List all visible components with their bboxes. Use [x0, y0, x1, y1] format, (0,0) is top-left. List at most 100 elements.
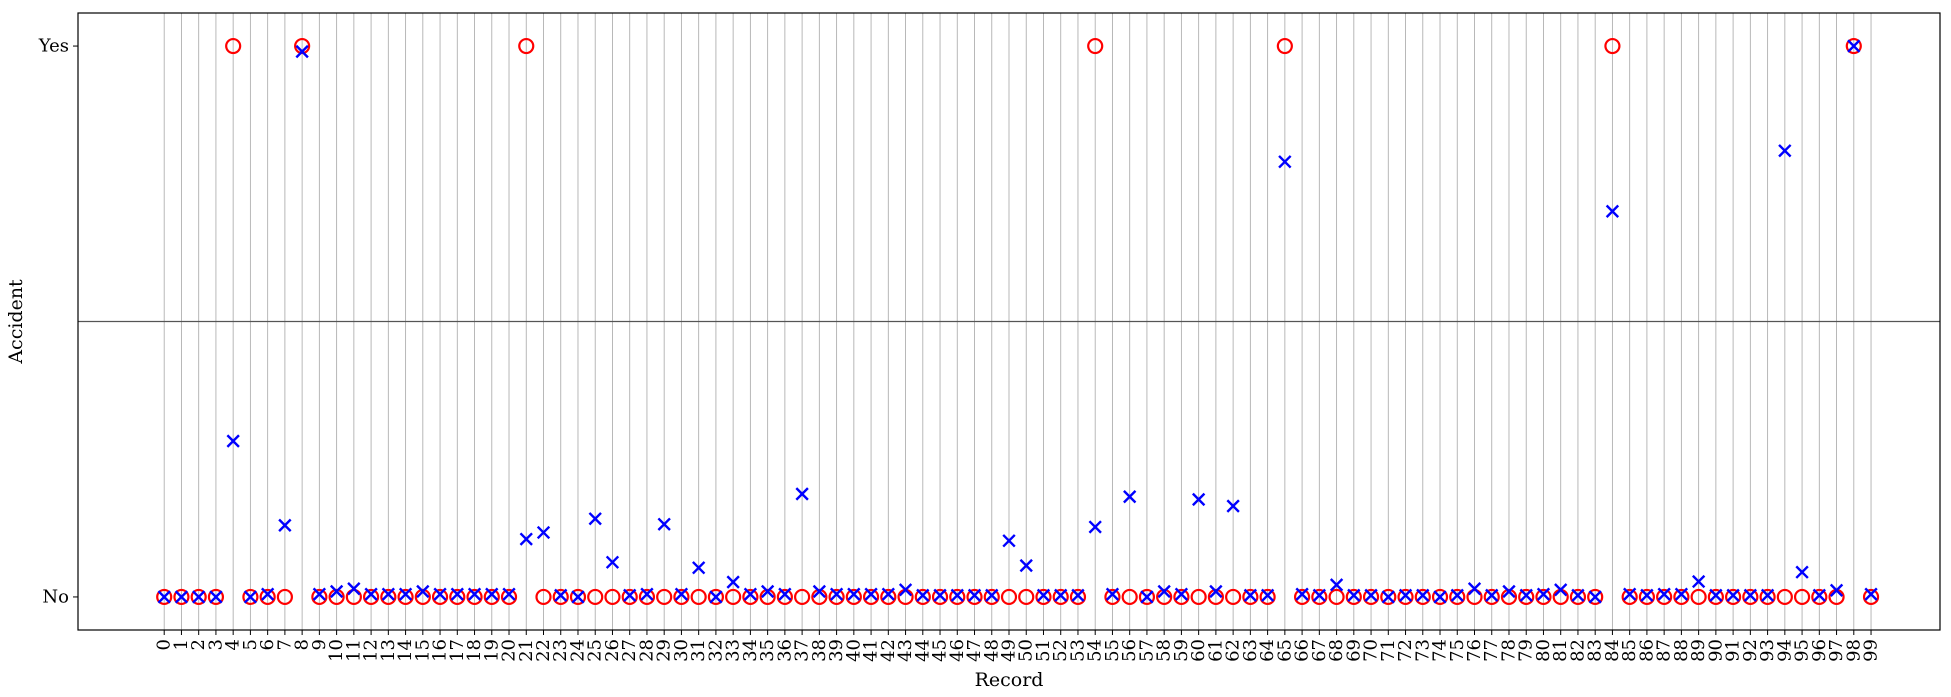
data-point-circle	[1707, 588, 1724, 606]
data-point-circle	[466, 588, 483, 606]
x-tick-label: 43	[895, 639, 916, 662]
data-point-x	[864, 587, 878, 601]
x-tick-label: 86	[1636, 639, 1657, 662]
data-point-x	[1554, 583, 1568, 597]
x-tick-label: 79	[1516, 639, 1537, 662]
x-tick-label: 82	[1567, 639, 1588, 662]
x-tick-label: 33	[723, 639, 744, 662]
x-tick-label: 29	[654, 639, 675, 662]
data-point-x	[1381, 590, 1395, 604]
data-point-circle	[1725, 588, 1742, 606]
x-tick-label: 28	[636, 639, 657, 662]
x-tick-label: 65	[1274, 639, 1295, 662]
x-tick-label: 39	[826, 639, 847, 662]
x-tick-label: 49	[999, 639, 1020, 662]
data-point-circle	[1380, 588, 1397, 606]
x-tick-label: 77	[1481, 639, 1502, 662]
data-point-circle	[173, 588, 190, 606]
x-tick-label: 22	[533, 639, 554, 662]
data-point-x	[1778, 144, 1792, 158]
x-tick-label: 13	[378, 639, 399, 662]
x-tick-label: 8	[292, 639, 313, 650]
x-tick-label: 48	[981, 639, 1002, 662]
data-point-x	[450, 587, 464, 601]
x-tick-label: 38	[809, 639, 830, 662]
data-point-x	[709, 590, 723, 604]
x-tick-label: 23	[550, 639, 571, 662]
x-tick-label: 44	[912, 639, 933, 662]
data-point-x	[278, 518, 292, 532]
data-point-x	[502, 587, 516, 601]
data-point-x	[1743, 588, 1757, 602]
data-point-x	[726, 575, 740, 589]
data-point-x	[1071, 588, 1085, 602]
data-point-circle	[207, 588, 225, 606]
data-point-circle	[1587, 588, 1604, 606]
data-point-circle	[673, 588, 690, 606]
data-point-circle	[276, 588, 293, 606]
data-point-circle	[1259, 588, 1276, 606]
data-point-circle	[690, 588, 707, 606]
data-point-x	[1829, 583, 1844, 597]
data-point-circle	[725, 588, 742, 606]
data-point-circle	[604, 588, 621, 606]
data-point-circle	[1104, 588, 1121, 606]
data-point-circle	[1535, 588, 1552, 606]
data-point-x	[1571, 588, 1585, 602]
x-tick-label: 5	[240, 639, 261, 650]
data-point-circle	[1052, 588, 1069, 606]
data-point-x	[778, 587, 792, 601]
data-point-circle	[1759, 588, 1776, 606]
x-tick-label: 92	[1740, 639, 1761, 662]
x-tick-label: 24	[567, 639, 588, 662]
data-point-circle	[190, 588, 207, 606]
data-point-circle	[311, 588, 328, 606]
x-tick-label: 10	[326, 639, 347, 662]
data-point-circle	[1190, 588, 1207, 606]
data-point-x	[312, 587, 327, 601]
x-tick-label: 35	[757, 639, 778, 662]
x-tick-label: 87	[1654, 639, 1675, 662]
data-point-circle	[1656, 588, 1673, 606]
x-tick-label: 89	[1688, 639, 1709, 662]
data-point-circle	[225, 37, 242, 55]
data-point-x	[295, 44, 309, 59]
data-point-circle	[1776, 588, 1793, 606]
y-tick-labels: No Yes	[38, 36, 78, 607]
data-point-x	[1312, 588, 1326, 602]
data-point-circle	[1621, 588, 1638, 606]
data-point-x	[1467, 582, 1482, 596]
x-axis-label: Record	[975, 669, 1044, 691]
data-point-circle	[1276, 37, 1293, 55]
data-point-x	[760, 584, 775, 599]
data-point-circle	[862, 588, 880, 606]
data-point-circle	[1569, 588, 1587, 606]
data-point-x	[1605, 204, 1620, 218]
x-tick-label: 21	[516, 639, 537, 662]
x-tick-label: 14	[395, 639, 416, 662]
data-point-circle	[914, 588, 931, 606]
data-point-x	[1157, 584, 1171, 599]
data-point-x	[1036, 588, 1051, 602]
data-point-circle	[776, 588, 793, 606]
x-tick-label: 97	[1826, 639, 1847, 662]
data-point-circle	[707, 588, 725, 606]
data-point-x	[1243, 588, 1258, 602]
data-point-circle	[449, 588, 466, 606]
x-tick-label: 98	[1843, 639, 1864, 662]
x-tick-label: 42	[878, 639, 899, 662]
x-tick-label: 56	[1119, 639, 1140, 662]
data-point-circle	[1811, 588, 1828, 606]
data-point-circle	[1638, 588, 1656, 606]
data-point-circle	[380, 588, 397, 606]
data-point-circle	[966, 588, 983, 606]
data-point-x	[1760, 588, 1775, 602]
data-point-x	[1278, 155, 1292, 169]
data-point-x	[1795, 565, 1809, 579]
x-tick-label: 41	[861, 639, 882, 662]
x-tick-label: 37	[792, 639, 813, 662]
y-tick-label: Yes	[38, 36, 69, 57]
data-point-x	[1019, 558, 1033, 573]
x-tick-label: 69	[1343, 639, 1364, 662]
data-point-x	[1192, 492, 1206, 507]
